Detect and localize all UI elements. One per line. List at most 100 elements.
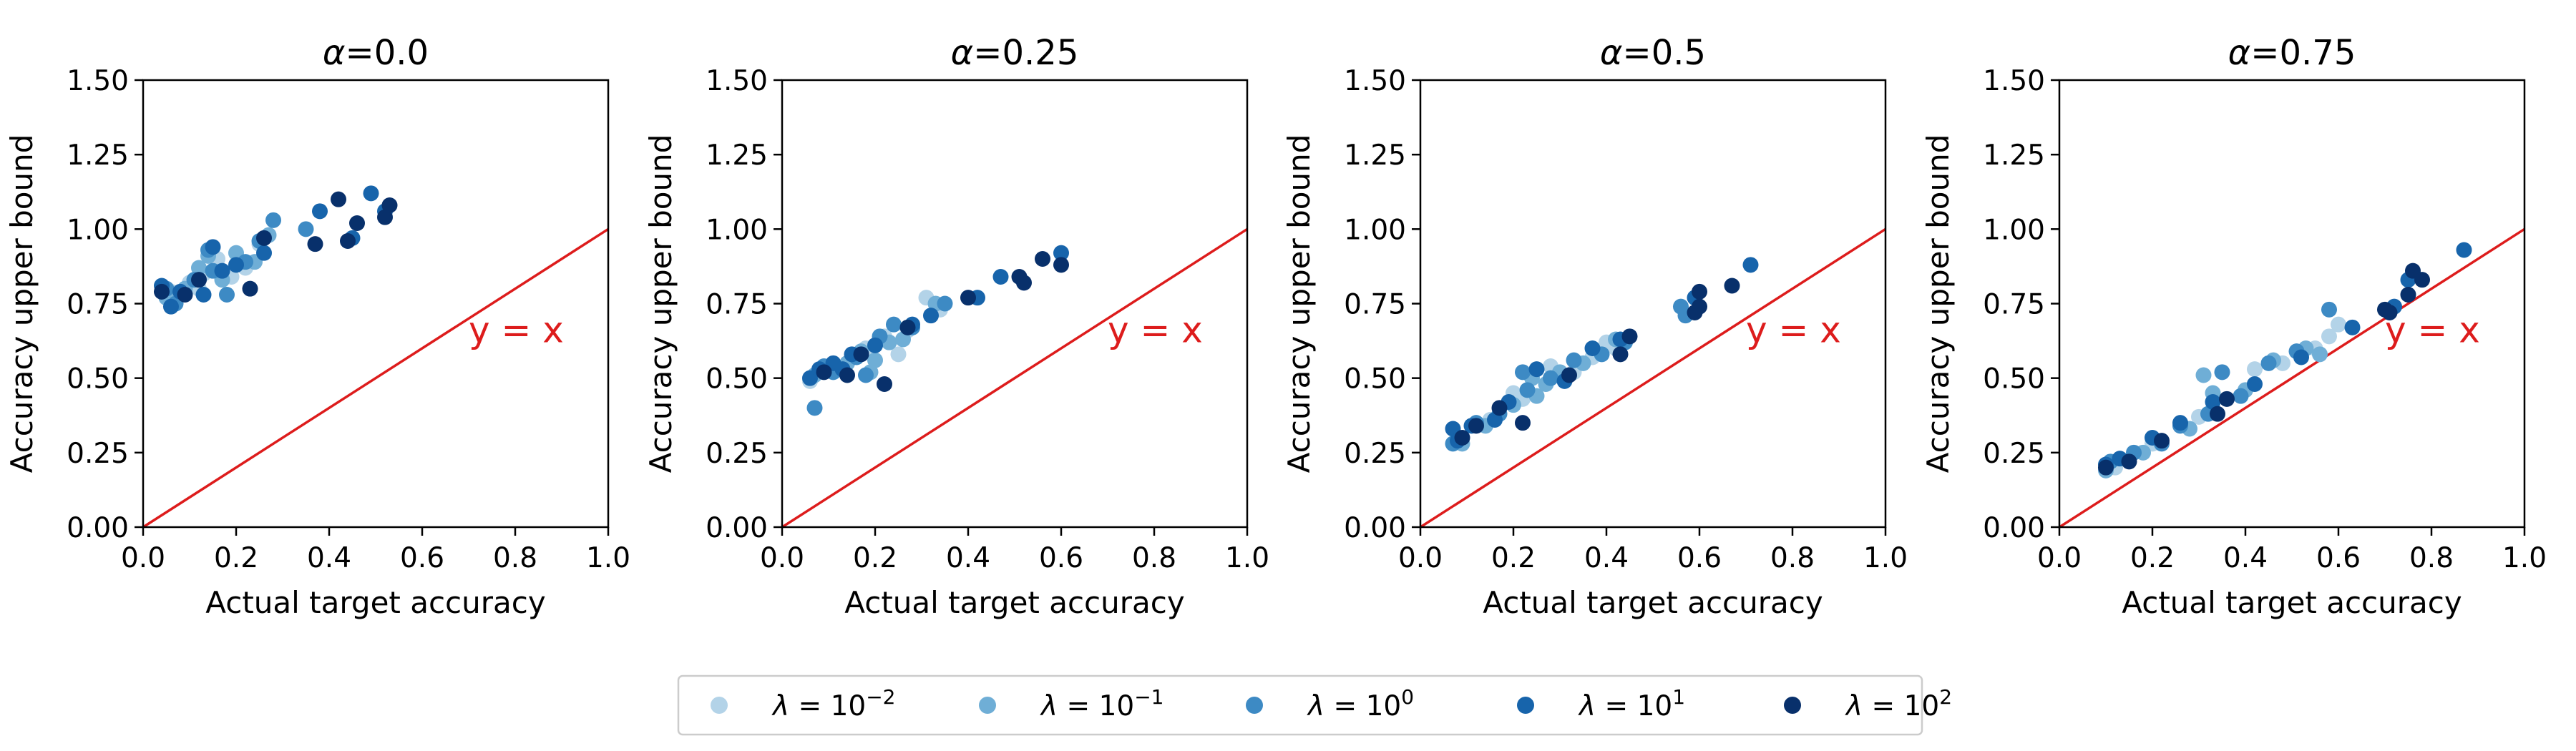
title-symbol: α bbox=[2228, 33, 2251, 73]
legend-equals: = bbox=[1596, 690, 1636, 722]
x-tick-label: 0.0 bbox=[2037, 542, 2082, 574]
legend: λ = 10−2 λ = 10−1 λ = 100 λ = 101 λ = 102 bbox=[677, 674, 1952, 736]
y-tick-label: 1.25 bbox=[1983, 139, 2045, 172]
identity-line bbox=[2059, 227, 2525, 529]
data-point bbox=[242, 280, 258, 297]
legend-base: 10 bbox=[1637, 690, 1673, 722]
data-point bbox=[2172, 415, 2188, 431]
legend-marker bbox=[1784, 697, 1801, 714]
identity-annotation: y = x bbox=[469, 310, 564, 351]
x-tick-label: 0.0 bbox=[760, 542, 804, 574]
identity-annotation: y = x bbox=[1746, 310, 1841, 351]
x-tick-label: 0.0 bbox=[1398, 542, 1443, 574]
identity-annotation: y = x bbox=[1108, 310, 1203, 351]
y-tick-label: 0.00 bbox=[706, 512, 768, 544]
panel-2: α=0.25 y = x 0.0 0.2 0.4 0.6 0.8 1.0 0.00 0.25 0.5… bbox=[643, 33, 1269, 620]
title-value: =0.25 bbox=[973, 33, 1078, 73]
legend-exponent: 2 bbox=[1939, 685, 1952, 709]
data-point bbox=[256, 245, 272, 261]
data-point bbox=[1515, 364, 1531, 381]
data-point bbox=[2233, 388, 2249, 404]
data-point bbox=[2210, 406, 2225, 422]
data-point bbox=[2414, 272, 2430, 288]
series-lambda-2 bbox=[2102, 301, 2337, 470]
y-tick-label: 0.25 bbox=[1344, 438, 1406, 470]
panel-1: α=0.0 y = x 0.0 0.2 0.4 0.6 0.8 1.0 0.00 0.25 0.50… bbox=[4, 33, 630, 620]
data-point bbox=[2377, 301, 2393, 318]
legend-entry: λ = 10−2 bbox=[711, 685, 896, 722]
data-point bbox=[1487, 412, 1503, 428]
legend-entry: λ = 101 bbox=[1517, 685, 1685, 722]
data-point bbox=[340, 233, 356, 249]
data-point bbox=[2154, 433, 2170, 449]
data-point bbox=[191, 260, 207, 276]
x-tick-label: 0.6 bbox=[2316, 542, 2361, 574]
series-lambda-4 bbox=[154, 191, 398, 303]
data-point bbox=[886, 316, 902, 333]
x-tick-label: 0.4 bbox=[946, 542, 990, 574]
legend-equals: = bbox=[1324, 690, 1365, 722]
data-point bbox=[265, 212, 281, 228]
data-point bbox=[195, 287, 212, 303]
x-axis-label: Actual target accuracy bbox=[205, 585, 545, 620]
y-tick-label: 0.75 bbox=[67, 289, 129, 321]
data-point bbox=[163, 298, 179, 315]
data-point bbox=[2321, 328, 2337, 345]
legend-entry: λ = 102 bbox=[1784, 685, 1952, 722]
legend-symbol: λ bbox=[1307, 690, 1324, 722]
data-point bbox=[219, 287, 235, 303]
panels: α=0.0y = x0.0 0.2 0.4 0.6 0.8 1.00.000.250.50… bbox=[4, 33, 2547, 620]
legend-exponent: −2 bbox=[866, 685, 895, 709]
y-tick-label: 0.50 bbox=[1983, 363, 2045, 396]
data-point bbox=[1519, 382, 1536, 398]
y-axis-label: Accuracy upper bound bbox=[1282, 134, 1317, 473]
y-tick-label: 1.00 bbox=[1344, 214, 1406, 246]
data-point bbox=[806, 400, 823, 416]
legend-marker bbox=[979, 697, 996, 714]
data-point bbox=[867, 352, 883, 368]
legend-label: λ = 10−2 bbox=[771, 685, 896, 722]
title-symbol: α bbox=[951, 33, 974, 73]
legend-label: λ = 100 bbox=[1307, 685, 1414, 722]
data-point bbox=[298, 221, 314, 237]
legend-entry: λ = 10−1 bbox=[979, 685, 1164, 722]
y-tick-label: 1.25 bbox=[706, 139, 768, 172]
identity-line bbox=[142, 227, 609, 529]
plot-frame bbox=[142, 79, 610, 529]
data-point bbox=[191, 272, 207, 288]
y-tick-label: 0.50 bbox=[1344, 363, 1406, 396]
x-tick-label: 0.6 bbox=[1039, 542, 1083, 574]
data-point bbox=[2247, 361, 2263, 378]
y-tick-label: 1.25 bbox=[67, 139, 129, 172]
x-tick-label: 0.2 bbox=[214, 542, 258, 574]
data-point bbox=[2344, 319, 2361, 335]
x-tick-label: 0.8 bbox=[493, 542, 537, 574]
data-point bbox=[1016, 275, 1032, 291]
y-tick-label: 0.25 bbox=[1983, 438, 2045, 470]
panel-title: α=0.75 bbox=[2228, 33, 2356, 73]
data-point bbox=[1053, 245, 1069, 261]
data-point bbox=[1468, 418, 1484, 434]
panel-3: α=0.5 y = x 0.0 0.2 0.4 0.6 0.8 1.0 0.00 0.25 0.50… bbox=[1282, 33, 1908, 620]
data-point bbox=[960, 290, 976, 306]
y-tick-label: 1.25 bbox=[1344, 139, 1406, 172]
legend-marker bbox=[1246, 697, 1263, 714]
data-point bbox=[1515, 415, 1531, 431]
legend-label: λ = 101 bbox=[1578, 685, 1685, 722]
data-point bbox=[381, 197, 398, 213]
title-value: =0.75 bbox=[2250, 33, 2356, 73]
x-tick-label: 1.0 bbox=[2502, 542, 2547, 574]
data-point bbox=[899, 319, 916, 335]
data-point bbox=[877, 376, 892, 392]
series-lambda-3 bbox=[802, 245, 1069, 386]
data-point bbox=[2400, 287, 2416, 303]
data-point bbox=[2312, 346, 2328, 363]
legend-base: 10 bbox=[831, 690, 867, 722]
series-lambda-4 bbox=[2098, 262, 2430, 476]
y-tick-label: 0.50 bbox=[67, 363, 129, 396]
data-point bbox=[1724, 278, 1740, 294]
identity-line bbox=[781, 227, 1248, 529]
x-tick-label: 0.2 bbox=[2130, 542, 2175, 574]
data-point bbox=[1612, 346, 1629, 363]
data-point bbox=[1053, 257, 1069, 273]
